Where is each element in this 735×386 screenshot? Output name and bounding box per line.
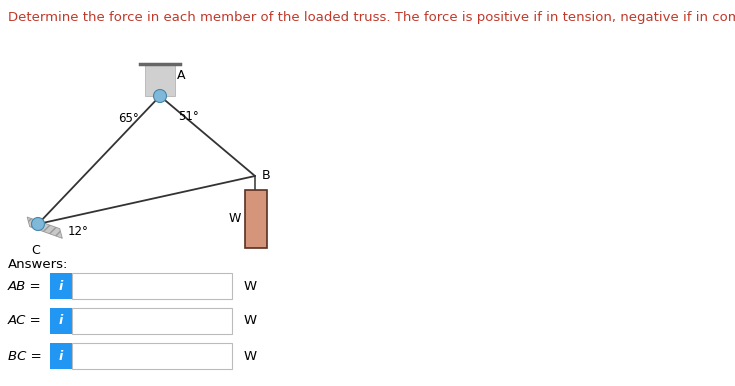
Bar bbox=[50, 273, 72, 299]
Text: W: W bbox=[229, 213, 241, 225]
Text: B: B bbox=[262, 169, 270, 183]
Bar bbox=[245, 190, 267, 248]
Text: A: A bbox=[177, 69, 185, 82]
Text: Determine the force in each member of the loaded truss. The force is positive if: Determine the force in each member of th… bbox=[8, 11, 735, 24]
Text: AB =: AB = bbox=[8, 279, 42, 293]
Text: C: C bbox=[32, 244, 40, 257]
Text: BC =: BC = bbox=[8, 349, 42, 362]
Text: i: i bbox=[59, 315, 63, 327]
Bar bbox=[72, 308, 232, 334]
Text: 51°: 51° bbox=[178, 110, 198, 122]
Circle shape bbox=[154, 90, 167, 103]
Bar bbox=[72, 343, 232, 369]
Bar bbox=[72, 273, 232, 299]
Polygon shape bbox=[27, 217, 62, 238]
Bar bbox=[145, 64, 175, 96]
Circle shape bbox=[32, 217, 45, 230]
Text: i: i bbox=[59, 349, 63, 362]
Text: 12°: 12° bbox=[68, 225, 88, 239]
Bar bbox=[50, 308, 72, 334]
Text: W: W bbox=[244, 315, 257, 327]
Text: Answers:: Answers: bbox=[8, 258, 68, 271]
Text: AC =: AC = bbox=[8, 315, 42, 327]
Text: i: i bbox=[59, 279, 63, 293]
Text: 65°: 65° bbox=[118, 112, 138, 125]
Bar bbox=[50, 343, 72, 369]
Text: W: W bbox=[244, 349, 257, 362]
Text: W: W bbox=[244, 279, 257, 293]
